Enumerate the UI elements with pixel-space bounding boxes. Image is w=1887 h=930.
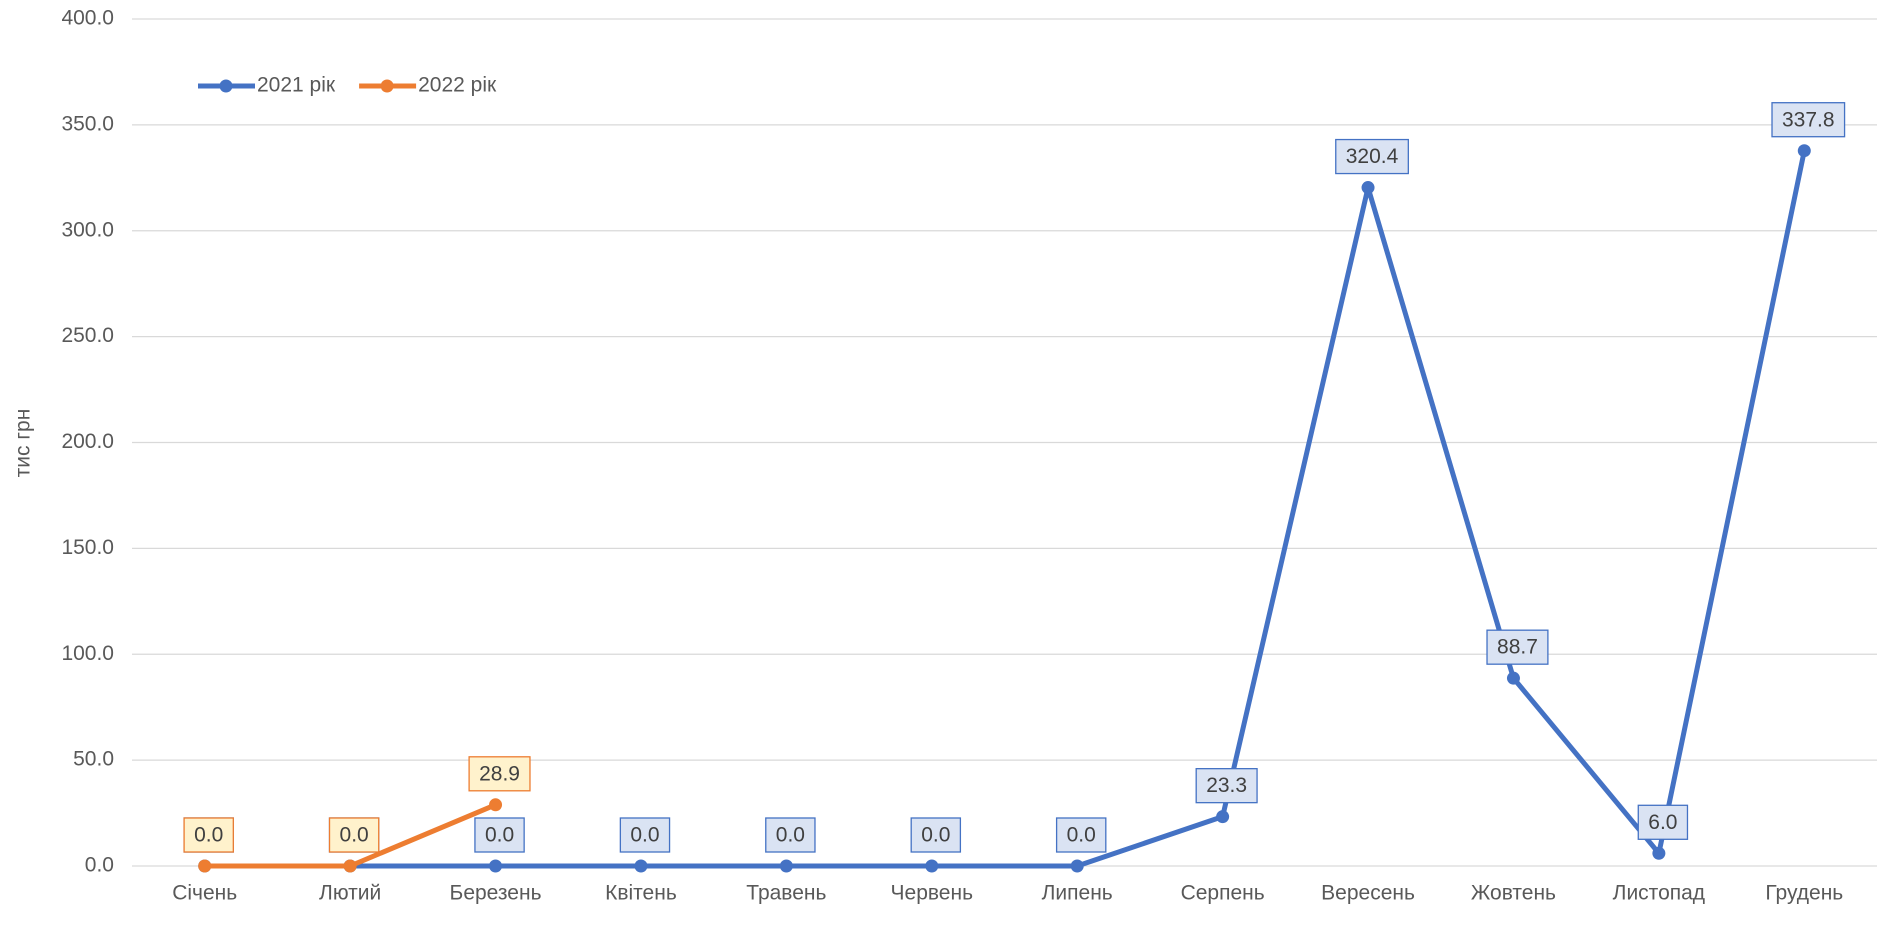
data-label-text: 0.0 — [921, 824, 950, 847]
data-point — [1506, 671, 1520, 685]
legend-label: 2021 рік — [257, 74, 336, 97]
data-label: 0.0 — [474, 817, 525, 853]
x-tick-label: Жовтень — [1471, 882, 1556, 905]
data-label-box — [619, 817, 671, 853]
data-label-text: 320.4 — [1346, 145, 1399, 168]
data-label-text: 0.0 — [194, 824, 223, 847]
x-tick-label: Листопад — [1613, 882, 1705, 905]
data-label-text: 0.0 — [485, 824, 514, 847]
data-label-text: 0.0 — [776, 824, 805, 847]
legend-label: 2022 рік — [418, 74, 497, 97]
x-tick-label: Березень — [450, 882, 542, 905]
data-label: 0.0 — [1055, 817, 1107, 853]
y-tick-label: 50.0 — [73, 748, 114, 771]
x-tick-label: Лютий — [319, 882, 381, 905]
data-label-text: 337.8 — [1782, 108, 1835, 131]
data-label-box — [765, 817, 816, 853]
data-point — [1361, 181, 1375, 195]
y-tick-label: 150.0 — [61, 536, 114, 559]
data-point — [1070, 859, 1084, 873]
data-label-text: 0.0 — [340, 824, 369, 847]
x-tick-label: Квітень — [605, 882, 677, 905]
y-tick-label: 350.0 — [61, 112, 114, 135]
data-label: 320.4 — [1335, 138, 1409, 175]
series-line — [204, 150, 1807, 869]
data-point — [489, 859, 503, 873]
data-label-text: 23.3 — [1206, 774, 1247, 797]
data-point — [1797, 144, 1811, 158]
y-tick-label: 250.0 — [61, 324, 114, 347]
data-point — [1216, 810, 1230, 824]
data-label: 0.0 — [183, 817, 234, 853]
data-label-box — [1486, 629, 1549, 665]
legend-marker — [380, 79, 394, 93]
data-label: 28.9 — [468, 756, 531, 792]
data-point — [489, 798, 503, 812]
y-tick-label: 100.0 — [61, 642, 114, 665]
data-point — [925, 859, 939, 873]
legend-marker — [219, 79, 233, 93]
data-label-box — [910, 817, 962, 853]
data-label-text: 6.0 — [1648, 811, 1677, 834]
data-label-box — [1335, 138, 1409, 175]
data-label: 88.7 — [1486, 629, 1549, 665]
data-label: 0.0 — [765, 817, 816, 853]
data-label-text: 28.9 — [479, 762, 520, 785]
data-point — [634, 859, 648, 873]
data-label: 337.8 — [1771, 102, 1846, 138]
y-tick-label: 400.0 — [61, 7, 114, 30]
data-point — [198, 859, 212, 873]
data-label-text: 0.0 — [630, 824, 659, 847]
data-label: 6.0 — [1637, 804, 1689, 840]
x-tick-label: Липень — [1042, 882, 1113, 905]
y-tick-label: 0.0 — [85, 854, 114, 877]
data-label: 0.0 — [328, 817, 380, 853]
data-label-box — [468, 756, 531, 792]
data-point — [343, 859, 357, 873]
data-label-text: 88.7 — [1497, 636, 1538, 659]
x-tick-label: Серпень — [1181, 882, 1265, 905]
data-label-box — [328, 817, 380, 853]
data-label-box — [1637, 804, 1689, 840]
x-tick-label: Червень — [891, 882, 974, 905]
data-label: 23.3 — [1195, 768, 1258, 804]
x-tick-label: Січень — [172, 882, 237, 905]
y-tick-label: 300.0 — [61, 218, 114, 241]
x-tick-label: Травень — [746, 882, 826, 905]
data-label-box — [1771, 102, 1846, 138]
x-tick-label: Грудень — [1765, 882, 1843, 905]
y-axis-title: тис грн — [12, 409, 35, 478]
data-label-box — [474, 817, 525, 853]
data-label-text: 0.0 — [1067, 824, 1096, 847]
data-label-box — [183, 817, 234, 853]
data-label: 0.0 — [619, 817, 671, 853]
data-label: 0.0 — [910, 817, 962, 853]
data-label-box — [1195, 768, 1258, 804]
data-label-box — [1055, 817, 1107, 853]
y-tick-label: 200.0 — [61, 430, 114, 453]
data-point — [1652, 846, 1666, 860]
x-tick-label: Вересень — [1321, 882, 1415, 905]
data-point — [779, 859, 793, 873]
